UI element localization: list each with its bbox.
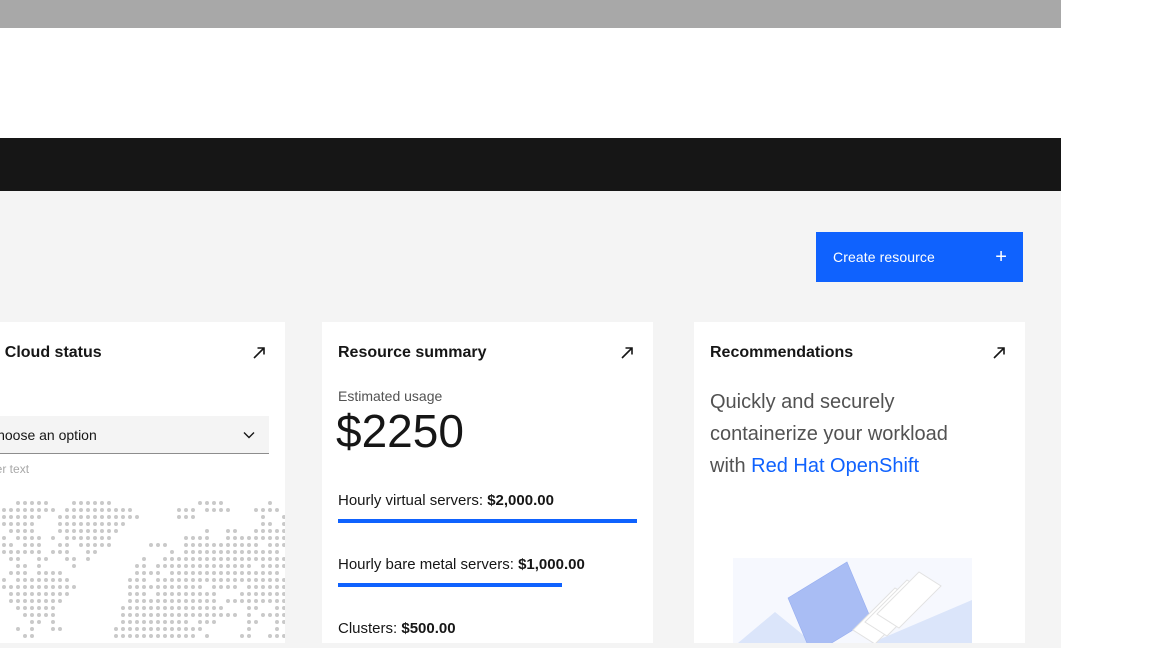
recommendations-card: Recommendations Quickly and securely con… xyxy=(694,322,1025,643)
resource-summary-card: Resource summary Estimated usage $2250 H… xyxy=(322,322,653,643)
card-title: Recommendations xyxy=(710,344,854,361)
openshift-illustration xyxy=(733,558,972,643)
card-title: Resource summary xyxy=(338,344,487,361)
recommendation-text-prefix: Quickly and securely containerize your w… xyxy=(710,391,948,477)
usage-row-label: Hourly virtual servers: $2,000.00 xyxy=(338,492,554,509)
usage-row-label: Hourly bare metal servers: $1,000.00 xyxy=(338,556,585,573)
app-header-bar xyxy=(0,138,1061,191)
usage-row-label: Clusters: $500.00 xyxy=(338,620,456,637)
usage-rows: Hourly virtual servers: $2,000.00 Hourly … xyxy=(338,492,637,643)
usage-row: Hourly virtual servers: $2,000.00 xyxy=(338,492,637,523)
helper-text: Helper text xyxy=(0,462,30,476)
browser-chrome-bar xyxy=(0,0,1061,28)
create-resource-label: Create resource xyxy=(833,249,935,265)
world-map xyxy=(0,498,285,643)
usage-progress-bar xyxy=(338,583,563,587)
dashboard-content: Create resource + IBM Cloud status Label… xyxy=(0,191,1061,648)
estimated-usage-label: Estimated usage xyxy=(338,388,443,404)
launch-icon[interactable] xyxy=(251,345,267,361)
redhat-openshift-link[interactable]: Red Hat OpenShift xyxy=(751,455,919,477)
launch-icon[interactable] xyxy=(619,345,635,361)
chevron-down-icon xyxy=(243,431,255,438)
dropdown-value: Choose an option xyxy=(0,426,97,443)
card-title: IBM Cloud status xyxy=(0,344,102,361)
estimated-usage-value: $2250 xyxy=(336,405,464,457)
recommendation-text: Quickly and securely containerize your w… xyxy=(710,386,952,482)
cloud-status-card: IBM Cloud status Label Choose an option … xyxy=(0,322,285,643)
usage-row: Clusters: $500.00 xyxy=(338,620,637,643)
status-dropdown[interactable]: Choose an option xyxy=(0,416,269,454)
create-resource-button[interactable]: Create resource + xyxy=(816,232,1023,282)
launch-icon[interactable] xyxy=(991,345,1007,361)
plus-icon: + xyxy=(995,246,1007,268)
usage-row: Hourly bare metal servers: $1,000.00 xyxy=(338,556,637,587)
usage-progress-bar xyxy=(338,519,637,523)
